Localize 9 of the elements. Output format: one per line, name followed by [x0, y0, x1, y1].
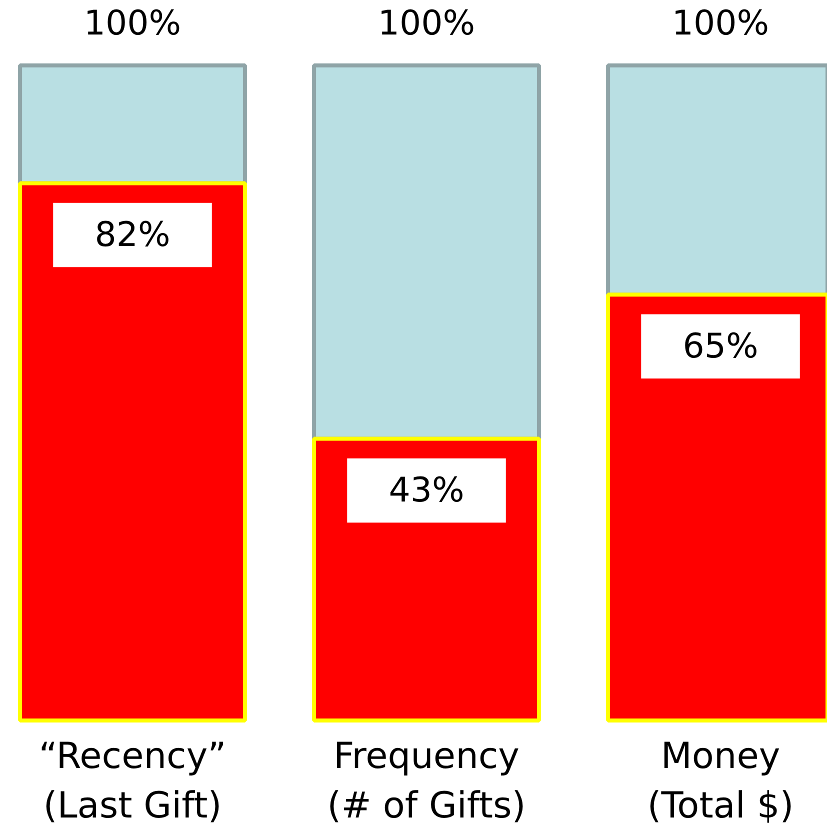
x-tick-label: Frequency (# of Gifts): [327, 736, 526, 826]
data-label: 43%: [388, 470, 464, 511]
x-tick-label: “Recency” (Last Gift): [38, 736, 226, 826]
data-label: 65%: [682, 326, 758, 366]
x-tick-label: Money (Total $): [647, 736, 794, 826]
total-label: 100%: [672, 4, 770, 44]
total-label: 100%: [84, 4, 182, 44]
total-label: 100%: [378, 4, 476, 44]
data-label: 82%: [94, 215, 170, 256]
